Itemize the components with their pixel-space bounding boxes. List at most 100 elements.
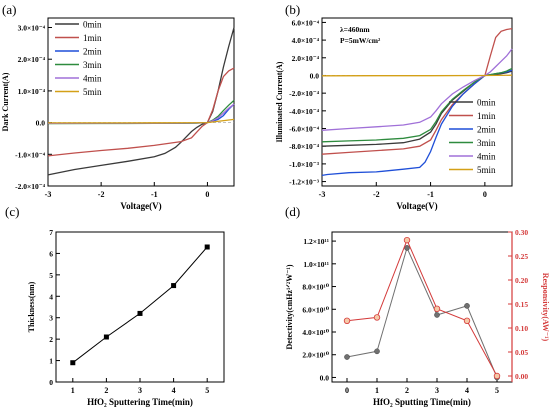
x-tick-label: 3 [435,386,439,395]
y-axis-label: Detectivity(cmHz¹ᐟ²W⁻¹) [285,264,294,349]
y-right-tick-label: 0.20 [515,276,528,285]
legend-label: 3min [477,138,496,148]
y-tick-label: 4.0×10⁻⁴ [292,36,320,45]
panel-b: (b) -3 -2 -1 0 -1.2×10⁻³ -1.0×10⁻³ -8.0×10⁻⁴ -6.… [275,2,513,211]
y-tick-label: 7 [49,228,53,237]
data-point [204,244,210,250]
x-tick-label: -3 [319,190,326,199]
y-tick-label: 1.0×10⁻⁴ [18,87,46,96]
y-tick-label: 2.0×10⁻⁴ [292,54,320,63]
x-tick-label: 2 [104,386,108,395]
series-line-series-1 [346,238,498,377]
y-tick-label: -4.0×10⁻⁴ [289,107,320,116]
y-tick-label: 6.0×10¹⁰ [302,305,329,314]
x-tick-label: 1 [375,386,379,395]
legend-label: 5min [477,165,496,175]
y-tick-label: 3 [49,314,53,323]
panel-a: (a) -3 -2 -1 0 -2.0×10⁻⁴ -1.0×10⁻⁴ 0.0 1.0×10⁻⁴ 2… [1,2,235,211]
series-line-4min [321,48,513,131]
y-axis-label: Thickness(nm) [27,281,36,332]
x-axis-label: Voltage(V) [396,201,437,211]
x-tick-label: -2 [373,190,380,199]
x-tick-label: 5 [205,386,209,395]
x-tick-label: 0 [483,190,487,199]
y-tick-label: 4.0×10¹⁰ [302,328,329,337]
panel-label: (b) [285,2,300,17]
y-axis-label: Dark Current(A) [1,72,10,131]
y-tick-label: 6.0×10⁻⁴ [292,18,320,27]
legend-label: 0min [477,98,496,108]
x-axis-label: HfO₂ Sputtering Time(min) [87,397,193,407]
data-point [343,317,351,324]
y-tick-label: -8.0×10⁻⁴ [289,142,320,151]
data-point [344,354,350,360]
panel-label: (c) [5,204,19,219]
y-axis-label: Illuminated Current(A) [275,61,284,142]
y-right-tick-label: 0.25 [515,252,528,261]
x-tick-label: -1 [427,190,434,199]
plot-frame [47,17,235,187]
data-point [433,305,441,312]
legend-label: 0min [83,20,102,30]
x-tick-label: 2 [405,386,409,395]
y-tick-label: -1.0×10⁻³ [289,160,320,169]
x-tick-label: 0 [205,190,209,199]
data-point [374,348,380,355]
y-right-tick-label: 0.05 [515,348,528,357]
legend-label: 1min [477,111,496,121]
y-tick-label: 5 [49,271,53,280]
panel-c: (c) 1 2 3 4 5 0 1 2 3 4 5 6 7 HfO₂ Sputtering Time(min… [5,204,225,407]
y-tick-label: 6 [49,249,53,258]
y-tick-label: -6.0×10⁻⁴ [289,125,320,134]
series-line-1min [321,27,513,155]
y-tick-label: 0.0 [310,71,320,80]
y-right-tick-label: 0.15 [515,300,528,309]
y-tick-label: 4 [49,292,53,301]
data-point [70,360,76,366]
data-point [103,334,109,340]
series-line-0min [321,70,513,147]
y-tick-label: -2.0×10⁻⁴ [289,89,320,98]
x-tick-label: -3 [45,190,52,199]
series-line-4min [47,103,235,125]
series-line-3min [321,67,513,143]
data-point [171,283,177,289]
y-tick-label: 0.0 [320,373,330,382]
data-point [137,310,143,316]
annotation: λ=460nm [340,25,370,34]
x-tick-label: 4 [465,386,469,395]
legend-label: 4min [83,74,102,84]
x-tick-label: 5 [495,386,499,395]
legend-label: 3min [83,60,102,70]
data-point [403,236,411,244]
legend-label: 1min [83,33,102,43]
plot-frame [321,17,513,187]
y-right-tick-label: 0.10 [515,324,528,333]
legend-label: 2min [477,125,496,135]
y-tick-label: 8.0×10¹⁰ [302,283,329,292]
annotation: P=5mW/cm² [340,36,381,45]
series-line-1min [47,67,235,157]
data-point [464,303,470,309]
data-point [463,317,471,324]
x-axis-label: Voltage(V) [120,201,161,211]
y-tick-label: 2.0×10⁻⁴ [18,55,46,64]
y-tick-label: 2 [49,335,53,344]
x-tick-label: 0 [345,386,349,395]
y-tick-label: 1 [49,357,53,366]
plot-frame [331,231,513,383]
panel-d: (d) 0 1 2 3 4 5 0.0 2.0×10¹⁰ 4.0×10¹⁰ 6.0×10¹⁰ 8.0×… [285,204,550,407]
legend-label: 4min [477,152,496,162]
series-line-5min [321,74,513,77]
y-tick-label: 2.0×10¹⁰ [302,351,329,360]
y-tick-label: 0 [49,378,53,387]
series-line-series-0 [346,246,498,378]
panel-label: (d) [285,204,300,219]
y-tick-label: -1.2×10⁻³ [289,178,320,187]
y-tick-label: 0.0 [36,119,46,128]
series-line-5min [48,118,235,124]
y-tick-label: 3.0×10⁻⁴ [18,24,46,33]
y-right-tick-label: 0.30 [515,228,528,237]
x-tick-label: 3 [138,386,142,395]
